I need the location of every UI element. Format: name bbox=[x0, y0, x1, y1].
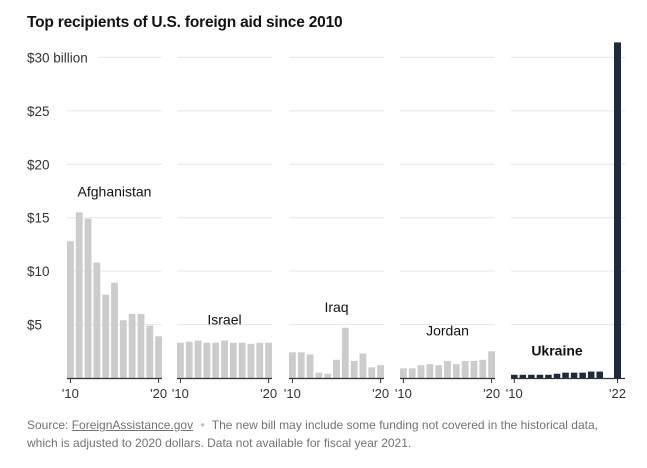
bar-ukraine-2 bbox=[528, 374, 535, 378]
y-tick-label: $25 bbox=[27, 104, 50, 119]
x-tick-label: '22 bbox=[609, 386, 626, 401]
bar-afghanistan-3 bbox=[93, 262, 101, 378]
bar-jordan-7 bbox=[461, 360, 469, 378]
source-note-text: The new bill may include some funding no… bbox=[27, 418, 598, 450]
bar-afghanistan-2 bbox=[84, 218, 92, 378]
bar-ukraine-10 bbox=[596, 371, 603, 378]
x-tick-label: '20 bbox=[372, 386, 389, 401]
bar-israel-6 bbox=[229, 342, 237, 378]
y-tick-label: $5 bbox=[27, 318, 42, 333]
bar-afghanistan-7 bbox=[128, 313, 136, 379]
bar-afghanistan-5 bbox=[111, 282, 118, 378]
panel-label-ukraine: Ukraine bbox=[531, 343, 583, 359]
x-tick-label: '20 bbox=[483, 386, 500, 401]
bar-jordan-2 bbox=[417, 365, 425, 378]
bar-ukraine-0 bbox=[511, 374, 518, 378]
source-label: Source: bbox=[27, 418, 69, 432]
x-tick-label: '10 bbox=[62, 386, 79, 401]
x-axes: '10 '20 '10 '20 '10 '20 '10 '20 '10 '22 bbox=[62, 377, 626, 401]
bar-iraq-2 bbox=[306, 354, 314, 378]
bar-ukraine-1 bbox=[519, 374, 527, 378]
y-tick-label: $10 bbox=[27, 264, 50, 279]
y-tick-label: $20 bbox=[27, 157, 50, 172]
bar-iraq-8 bbox=[359, 353, 367, 378]
bar-israel-3 bbox=[203, 342, 211, 378]
bar-ukraine-9 bbox=[587, 371, 595, 378]
bar-iraq-1 bbox=[297, 352, 305, 378]
bar-jordan-0 bbox=[400, 368, 407, 378]
separator-dot-icon: • bbox=[200, 418, 205, 432]
bar-jordan-1 bbox=[408, 368, 416, 378]
bar-afghanistan-6 bbox=[119, 320, 127, 378]
bar-jordan-8 bbox=[470, 360, 478, 378]
panel-labels: Afghanistan Israel Iraq Jordan Ukraine bbox=[78, 183, 583, 358]
bar-iraq-7 bbox=[350, 360, 358, 378]
bar-ukraine-5 bbox=[553, 373, 561, 378]
bar-jordan-9 bbox=[479, 359, 487, 378]
bars bbox=[67, 42, 621, 379]
panel-label-iraq: Iraq bbox=[324, 299, 348, 315]
source-note: Source: ForeignAssistance.gov • The new … bbox=[27, 416, 627, 452]
bar-israel-4 bbox=[212, 342, 220, 378]
bar-ukraine-8 bbox=[579, 372, 586, 378]
bar-ukraine-7 bbox=[570, 372, 578, 378]
x-tick-label: '10 bbox=[284, 386, 301, 401]
bar-israel-2 bbox=[194, 340, 202, 378]
bar-iraq-10 bbox=[377, 365, 384, 378]
x-tick-label: '10 bbox=[506, 386, 523, 401]
x-tick-label: '10 bbox=[172, 386, 189, 401]
bar-afghanistan-10 bbox=[155, 336, 162, 378]
bar-israel-5 bbox=[221, 340, 228, 378]
panel-label-jordan: Jordan bbox=[426, 322, 469, 338]
bar-jordan-3 bbox=[426, 364, 434, 378]
bar-afghanistan-4 bbox=[102, 294, 110, 378]
bar-iraq-4 bbox=[324, 373, 332, 378]
bar-ukraine-4 bbox=[545, 374, 552, 378]
bar-iraq-6 bbox=[341, 327, 349, 378]
bar-israel-7 bbox=[238, 342, 246, 378]
y-tick-label: $15 bbox=[27, 211, 50, 226]
chart-title: Top recipients of U.S. foreign aid since… bbox=[27, 14, 343, 31]
bar-jordan-5 bbox=[444, 360, 451, 378]
x-tick-label: '20 bbox=[260, 386, 277, 401]
bar-iraq-9 bbox=[368, 367, 376, 378]
bar-iraq-3 bbox=[315, 372, 323, 378]
panel-label-afghanistan: Afghanistan bbox=[78, 183, 152, 199]
bar-jordan-4 bbox=[435, 365, 443, 378]
bar-ukraine-3 bbox=[536, 374, 544, 378]
bar-iraq-0 bbox=[289, 352, 296, 378]
bar-iraq-5 bbox=[333, 359, 340, 378]
bar-jordan-6 bbox=[452, 364, 460, 378]
bar-israel-8 bbox=[247, 343, 255, 378]
bar-ukraine-11 bbox=[614, 42, 621, 378]
bar-afghanistan-8 bbox=[137, 313, 145, 379]
bar-ukraine-6 bbox=[562, 372, 569, 378]
bar-israel-9 bbox=[256, 342, 264, 378]
gridlines bbox=[67, 56, 625, 326]
panel-label-israel: Israel bbox=[207, 312, 241, 328]
x-tick-label: '10 bbox=[395, 386, 412, 401]
source-link[interactable]: ForeignAssistance.gov bbox=[71, 418, 194, 432]
bar-afghanistan-9 bbox=[146, 325, 154, 378]
y-axis-tick-labels: $5 $10 $15 $20 $25 $30 billion bbox=[27, 50, 88, 332]
bar-afghanistan-1 bbox=[75, 212, 83, 378]
bar-israel-0 bbox=[177, 342, 184, 378]
bar-jordan-10 bbox=[488, 351, 495, 378]
x-tick-label: '20 bbox=[150, 386, 167, 401]
y-tick-label: $30 billion bbox=[27, 50, 88, 65]
bar-israel-1 bbox=[185, 341, 193, 378]
bar-afghanistan-0 bbox=[67, 241, 74, 378]
chart-area: $5$10$15$20$25$30 billion '10'20'10'20'1… bbox=[27, 42, 626, 401]
bar-israel-10 bbox=[265, 342, 272, 378]
